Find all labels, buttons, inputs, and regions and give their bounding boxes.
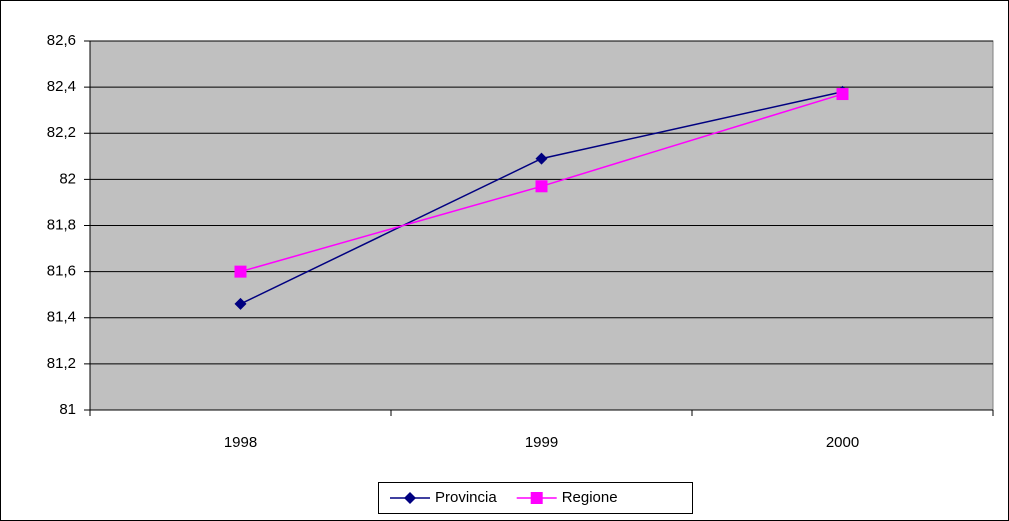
y-tick-label: 82,4	[47, 78, 76, 95]
marker	[535, 152, 548, 165]
y-tick-label: 82,6	[47, 32, 76, 49]
marker	[836, 88, 849, 101]
x-tick-label: 1998	[224, 434, 257, 451]
x-tick-label: 1999	[525, 434, 558, 451]
x-tick-label: 2000	[826, 434, 859, 451]
y-tick-label: 82	[59, 170, 76, 187]
legend-marker	[530, 492, 543, 504]
y-tick-label: 81,2	[47, 355, 76, 372]
legend-label: Regione	[562, 489, 618, 506]
y-tick-label: 82,2	[47, 124, 76, 141]
legend-label: Provincia	[435, 489, 497, 506]
marker	[234, 265, 247, 278]
marker	[234, 297, 247, 310]
marker	[535, 180, 548, 193]
y-tick-label: 81,8	[47, 216, 76, 233]
y-tick-label: 81	[59, 401, 76, 418]
y-tick-label: 81,4	[47, 309, 76, 326]
y-tick-label: 81,6	[47, 263, 76, 280]
legend-marker	[404, 492, 416, 504]
